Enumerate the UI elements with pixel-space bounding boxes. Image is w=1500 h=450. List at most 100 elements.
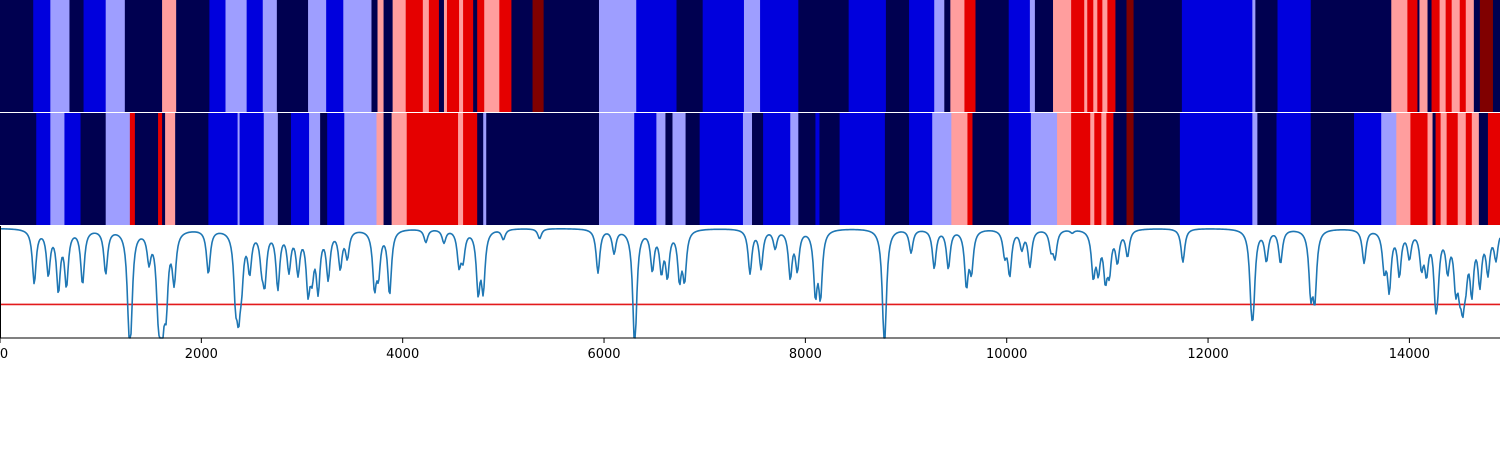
heatmap-segment [1427, 0, 1433, 112]
heatmap-segment [392, 0, 407, 112]
heatmap-segment [129, 113, 136, 225]
heatmap-segment [438, 0, 445, 112]
heatmap-segment [0, 113, 37, 225]
heatmap-segment [1432, 113, 1437, 225]
heatmap-segment [1008, 113, 1032, 225]
heatmap-segment [1487, 113, 1500, 225]
heatmap-segment [950, 0, 966, 112]
heatmap-segment [484, 0, 500, 112]
heatmap-segment [702, 0, 745, 112]
heatmap-segment [1471, 113, 1480, 225]
heatmap-segment [406, 113, 459, 225]
heatmap-segment [1053, 0, 1072, 112]
heatmap-segment [1084, 0, 1088, 112]
heatmap-segment [1391, 0, 1408, 112]
heatmap-segment [934, 0, 945, 112]
heatmap-segment [69, 0, 85, 112]
heatmap-segment [1115, 0, 1128, 112]
heatmap-segment [422, 0, 430, 112]
heatmap-segment [1057, 113, 1072, 225]
heatmap-segment [0, 0, 34, 112]
heatmap-segment [1407, 0, 1419, 112]
heatmap-segment [463, 113, 478, 225]
heatmap-segment [225, 0, 248, 112]
heatmap-segment [239, 113, 265, 225]
heatmap-segment [459, 0, 464, 112]
heatmap-segment [798, 0, 850, 112]
heatmap-segment [743, 0, 761, 112]
heatmap-segment [511, 0, 534, 112]
heatmap-segment [477, 113, 484, 225]
x-axis: 0 2000 4000 6000 8000 10000 12000 14000 [0, 338, 1430, 362]
heatmap-segment [951, 113, 969, 225]
heatmap-segment [1417, 0, 1421, 112]
heatmap-segment [277, 113, 292, 225]
heatmap-segment [1427, 113, 1434, 225]
heatmap-segment [1457, 113, 1467, 225]
heatmap-segment [290, 113, 310, 225]
heatmap-segment [124, 0, 163, 112]
heatmap-segment [1473, 0, 1481, 112]
signal-panel [0, 226, 1500, 339]
heatmap-segment [1097, 0, 1103, 112]
heatmap-segment [391, 113, 408, 225]
heatmap-segment [1094, 113, 1102, 225]
heatmap-segment [885, 0, 910, 112]
heatmap-segment [1071, 0, 1085, 112]
heatmap-segment [309, 113, 321, 225]
heatmap-segment [473, 0, 478, 112]
heatmap-segment [176, 0, 210, 112]
heatmap-segment [1276, 113, 1312, 225]
heatmap-segment [1419, 0, 1429, 112]
heatmap-segment [543, 0, 600, 112]
heatmap-segment [685, 113, 701, 225]
heatmap-segment [1381, 113, 1397, 225]
x-tick-label: 10000 [986, 347, 1027, 362]
x-tick-label: 2000 [185, 347, 218, 362]
heatmap-segment [1277, 0, 1312, 112]
heatmap-segment [162, 113, 166, 225]
heatmap-segment [158, 113, 163, 225]
heatmap-segment [1310, 0, 1392, 112]
heatmap-segment [815, 113, 821, 225]
heatmap-segment [1087, 0, 1094, 112]
heatmap-segment [798, 113, 817, 225]
heatmap-segment [443, 0, 448, 112]
heatmap-segment [1252, 0, 1256, 112]
x-tick-label: 6000 [587, 347, 620, 362]
heatmap-segment [383, 0, 394, 112]
heatmap-segment [377, 0, 385, 112]
heatmap-segment [458, 113, 464, 225]
heatmap-segment [383, 113, 393, 225]
heatmap-segment [848, 0, 887, 112]
heatmap-segment [1029, 0, 1036, 112]
heatmap-segment [944, 0, 951, 112]
heatmap-segment [64, 113, 82, 225]
heatmap-segment [1255, 0, 1279, 112]
heatmap-segment [1181, 0, 1253, 112]
heatmap-segment [819, 113, 841, 225]
heatmap-segment [477, 0, 485, 112]
heatmap-segment [1107, 0, 1117, 112]
x-tick-label: 12000 [1187, 347, 1228, 362]
heatmap-segment [1034, 0, 1054, 112]
heatmap-segment [665, 113, 674, 225]
heatmap-segment [237, 113, 241, 225]
heatmap-segment [1030, 113, 1058, 225]
heatmap-segment [344, 113, 378, 225]
heatmap-segment [1451, 0, 1461, 112]
heatmap-segment [33, 0, 51, 112]
heatmap-segment [598, 113, 635, 225]
heatmap-tracks [0, 0, 1500, 225]
heatmap-segment [1008, 0, 1031, 112]
heatmap-segment [1440, 113, 1448, 225]
heatmap-segment [1445, 0, 1453, 112]
heatmap-segment [636, 0, 678, 112]
heatmap-segment [532, 0, 545, 112]
heatmap-segment [308, 0, 327, 112]
heatmap-segment [1354, 113, 1382, 225]
heatmap-segment [1459, 0, 1467, 112]
heatmap-segment [1179, 113, 1253, 225]
heatmap-segment [1492, 0, 1500, 112]
heatmap-segment [446, 0, 460, 112]
